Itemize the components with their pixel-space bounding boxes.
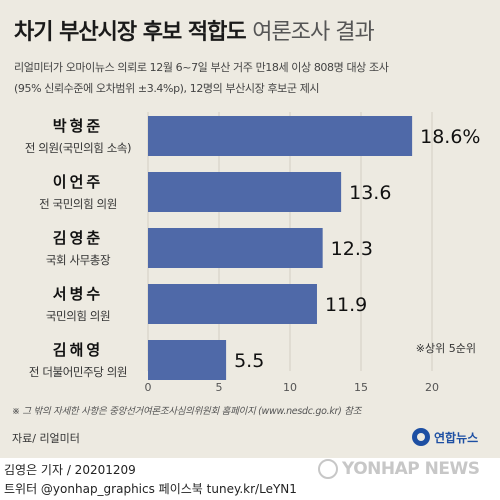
subtitle-line-2: (95% 신뢰수준에 오차범위 ±3.4%p), 12명의 부산시장 후보군 제… bbox=[14, 80, 319, 96]
candidate-name: 김영춘 bbox=[53, 229, 103, 247]
title-light: 여론조사 결과 bbox=[252, 20, 373, 45]
candidate-description: 국회 사무총장 bbox=[46, 253, 111, 267]
reporter-credit: 김영은 기자 / 20201209 bbox=[4, 461, 136, 478]
x-tick-label: 0 bbox=[145, 381, 152, 394]
footnote: ※ 그 밖의 자세한 사항은 중앙선거여론조사심의위원회 홈페이지 (www.n… bbox=[12, 403, 361, 417]
title-bold: 차기 부산시장 후보 적합도 bbox=[14, 20, 246, 45]
x-tick-label: 5 bbox=[216, 381, 223, 394]
yonhap-watermark: YONHAP NEWS bbox=[318, 459, 479, 479]
candidate-description: 전 더불어민주당 의원 bbox=[29, 365, 127, 379]
bar bbox=[148, 284, 317, 324]
chart-annotation: ※상위 5순위 bbox=[416, 342, 476, 355]
candidate-name: 이언주 bbox=[53, 173, 103, 191]
candidate-description: 국민의힘 의원 bbox=[46, 309, 110, 323]
source-label: 자료/ 리얼미터 bbox=[12, 430, 80, 446]
candidate-name: 김해영 bbox=[53, 341, 103, 359]
yonhap-logo-text: 연합뉴스 bbox=[434, 429, 478, 446]
x-tick-label: 15 bbox=[354, 381, 368, 394]
x-tick-label: 20 bbox=[425, 381, 439, 394]
x-tick-label: 10 bbox=[283, 381, 297, 394]
bar bbox=[148, 172, 341, 212]
bar bbox=[148, 228, 323, 268]
watermark-icon bbox=[318, 459, 338, 479]
candidate-name: 박형준 bbox=[53, 117, 103, 135]
value-label: 12.3 bbox=[331, 238, 373, 260]
chart-title: 차기 부산시장 후보 적합도 여론조사 결과 bbox=[14, 14, 374, 46]
value-label: 13.6 bbox=[349, 182, 391, 204]
value-label: 18.6% bbox=[420, 126, 480, 148]
infographic-panel: 차기 부산시장 후보 적합도 여론조사 결과 리얼미터가 오마이뉴스 의뢰로 1… bbox=[0, 0, 500, 458]
candidate-description: 전 국민의힘 의원 bbox=[39, 197, 117, 211]
bar bbox=[148, 116, 412, 156]
candidate-description: 전 의원(국민의힘 소속) bbox=[25, 141, 131, 155]
watermark-text: YONHAP NEWS bbox=[342, 459, 479, 479]
yonhap-logo: 연합뉴스 bbox=[412, 428, 478, 446]
value-label: 11.9 bbox=[325, 294, 367, 316]
candidate-name: 서병수 bbox=[53, 285, 103, 303]
bar bbox=[148, 340, 226, 380]
value-label: 5.5 bbox=[234, 350, 264, 372]
subtitle-line-1: 리얼미터가 오마이뉴스 의뢰로 12월 6~7일 부산 거주 만18세 이상 8… bbox=[14, 59, 388, 75]
social-links: 트위터 @yonhap_graphics 페이스북 tuney.kr/LeYN1 bbox=[4, 480, 297, 497]
yonhap-logo-icon bbox=[412, 428, 430, 446]
